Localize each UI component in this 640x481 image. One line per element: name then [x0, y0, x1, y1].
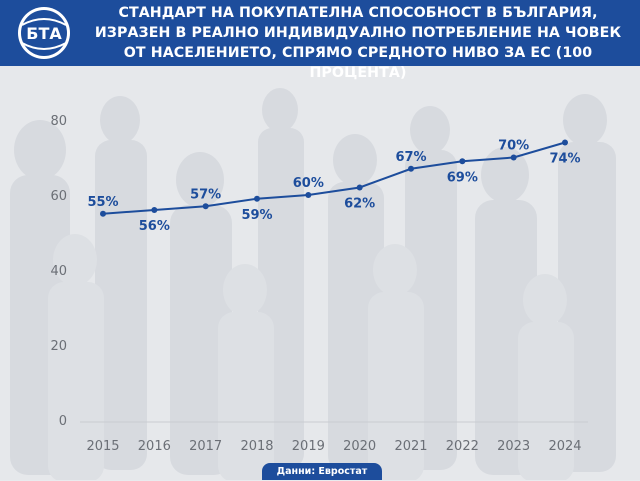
- data-point: [459, 158, 466, 165]
- source-badge: Данни: Евростат: [262, 463, 382, 480]
- data-point: [510, 154, 517, 161]
- y-tick-label: 0: [59, 414, 67, 429]
- bta-logo: БТА: [18, 7, 70, 59]
- data-point: [100, 210, 106, 217]
- data-label: 57%: [190, 187, 221, 202]
- data-label: 70%: [498, 139, 529, 154]
- logo-text: БТА: [26, 24, 62, 43]
- data-point: [202, 203, 209, 210]
- data-label: 74%: [549, 152, 580, 167]
- data-point: [562, 139, 568, 146]
- data-labels: 55% 56% 57% 59% 60% 62% 67% 69% 70% 74%: [87, 139, 580, 235]
- y-tick-label: 20: [50, 339, 67, 354]
- series-polyline: [102, 141, 566, 215]
- data-label: 56%: [139, 219, 170, 234]
- data-point: [305, 192, 312, 198]
- data-label: 62%: [344, 197, 375, 212]
- header-bar: БТА СТАНДАРТ НА ПОКУПАТЕЛНА СПОСОБНОСТ В…: [0, 0, 640, 81]
- data-label: 59%: [241, 208, 272, 223]
- x-tick-label: 2023: [497, 439, 530, 454]
- y-tick-label: 60: [50, 189, 67, 204]
- x-tick-label: 2016: [138, 439, 171, 454]
- chart-title: СТАНДАРТ НА ПОКУПАТЕЛНА СПОСОБНОСТ В БЪЛ…: [94, 5, 622, 81]
- data-label: 55%: [87, 195, 118, 210]
- y-axis: 0 20 40 60 80: [50, 114, 67, 429]
- data-point: [254, 195, 260, 202]
- x-tick-label: 2024: [548, 439, 581, 454]
- x-tick-label: 2018: [240, 439, 273, 454]
- x-tick-label: 2015: [86, 439, 119, 454]
- x-tick-label: 2020: [343, 439, 376, 454]
- data-point: [151, 207, 158, 213]
- data-label: 60%: [293, 176, 324, 191]
- series-line: [102, 141, 566, 215]
- data-label: 69%: [447, 170, 478, 185]
- x-tick-label: 2021: [394, 439, 427, 454]
- x-axis: 2015 2016 2017 2018 2019 2020 2021 2022 2023 2024: [80, 421, 588, 454]
- x-tick-label: 2022: [446, 439, 479, 454]
- x-tick-label: 2019: [292, 439, 325, 454]
- data-label: 67%: [395, 150, 426, 165]
- data-point: [408, 165, 414, 172]
- y-tick-label: 80: [50, 114, 67, 129]
- data-point: [356, 184, 363, 191]
- x-tick-label: 2017: [189, 439, 222, 454]
- data-points: [100, 139, 568, 217]
- y-tick-label: 40: [50, 264, 67, 279]
